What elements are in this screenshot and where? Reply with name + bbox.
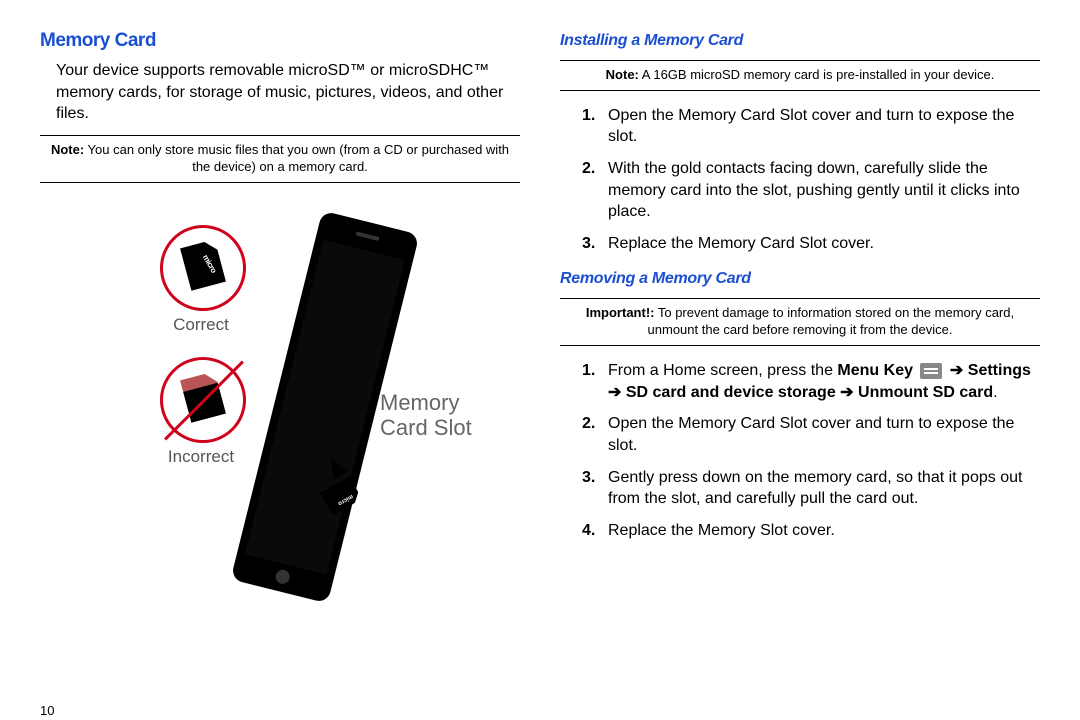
step-text: Replace the Memory Card Slot cover.	[608, 233, 1040, 255]
remove-note-box: Important!: To prevent damage to informa…	[560, 298, 1040, 346]
memory-slot-callout: Memory Card Slot	[380, 390, 472, 441]
step-number: 2.	[582, 413, 608, 456]
slash-icon	[164, 360, 244, 440]
sd-micro-label: micro	[201, 253, 218, 274]
tablet-speaker-icon	[355, 231, 379, 241]
menu-key-label: Menu Key	[837, 362, 913, 379]
step-text: Replace the Memory Slot cover.	[608, 520, 1040, 542]
remove-note-lead: Important!:	[586, 305, 655, 320]
install-steps-list: 1.Open the Memory Card Slot cover and tu…	[560, 105, 1040, 255]
step1-prefix: From a Home screen, press the	[608, 362, 837, 379]
remove-note-text: To prevent damage to information stored …	[648, 305, 1015, 337]
install-step: 1.Open the Memory Card Slot cover and tu…	[582, 105, 1040, 148]
remove-step: 3.Gently press down on the memory card, …	[582, 467, 1040, 510]
nav-path: ➔ SD card and device storage ➔ Unmount S…	[608, 384, 993, 401]
correct-label: Correct	[156, 315, 246, 335]
sd-card-icon: micro	[180, 239, 226, 291]
incorrect-orientation-icon	[160, 357, 246, 443]
install-note-text: A 16GB microSD memory card is pre-instal…	[639, 67, 994, 82]
note-lead: Note:	[51, 142, 84, 157]
remove-steps-list: 1. From a Home screen, press the Menu Ke…	[560, 360, 1040, 541]
step-text: Gently press down on the memory card, so…	[608, 467, 1040, 510]
insert-micro-label: micro	[337, 492, 354, 505]
right-column: Installing a Memory Card Note: A 16GB mi…	[540, 30, 1060, 710]
left-column: Memory Card Your device supports removab…	[20, 30, 540, 710]
callout-line2: Card Slot	[380, 415, 472, 440]
period: .	[993, 384, 997, 401]
manual-page: Memory Card Your device supports removab…	[0, 0, 1080, 720]
memory-card-illustration: micro Correct Incorrect micro Memory Ca	[50, 197, 490, 627]
install-step: 2.With the gold contacts facing down, ca…	[582, 158, 1040, 223]
incorrect-label: Incorrect	[156, 447, 246, 467]
installing-heading: Installing a Memory Card	[560, 32, 1040, 50]
intro-paragraph: Your device supports removable microSD™ …	[40, 60, 520, 125]
remove-step: 4.Replace the Memory Slot cover.	[582, 520, 1040, 542]
step-number: 3.	[582, 233, 608, 255]
remove-step: 2.Open the Memory Card Slot cover and tu…	[582, 413, 1040, 456]
note-text: You can only store music files that you …	[84, 142, 509, 174]
correct-orientation-icon: micro	[160, 225, 246, 311]
step-text: Open the Memory Card Slot cover and turn…	[608, 105, 1040, 148]
remove-step: 1. From a Home screen, press the Menu Ke…	[582, 360, 1040, 403]
step-number: 3.	[582, 467, 608, 510]
step-number: 1.	[582, 360, 608, 403]
page-number: 10	[40, 703, 54, 718]
step-text: With the gold contacts facing down, care…	[608, 158, 1040, 223]
removing-heading: Removing a Memory Card	[560, 270, 1040, 288]
settings-label: Settings	[968, 362, 1031, 379]
step-text: From a Home screen, press the Menu Key ➔…	[608, 360, 1040, 403]
install-step: 3.Replace the Memory Card Slot cover.	[582, 233, 1040, 255]
step-number: 2.	[582, 158, 608, 223]
menu-key-icon	[920, 363, 942, 379]
callout-line1: Memory	[380, 390, 459, 415]
nav-arrow: ➔	[950, 362, 968, 379]
tablet-home-icon	[274, 568, 291, 585]
install-note-lead: Note:	[606, 67, 639, 82]
step-number: 4.	[582, 520, 608, 542]
note-box: Note: You can only store music files tha…	[40, 135, 520, 183]
section-heading: Memory Card	[40, 30, 520, 52]
step-number: 1.	[582, 105, 608, 148]
step-text: Open the Memory Card Slot cover and turn…	[608, 413, 1040, 456]
install-note-box: Note: A 16GB microSD memory card is pre-…	[560, 60, 1040, 91]
